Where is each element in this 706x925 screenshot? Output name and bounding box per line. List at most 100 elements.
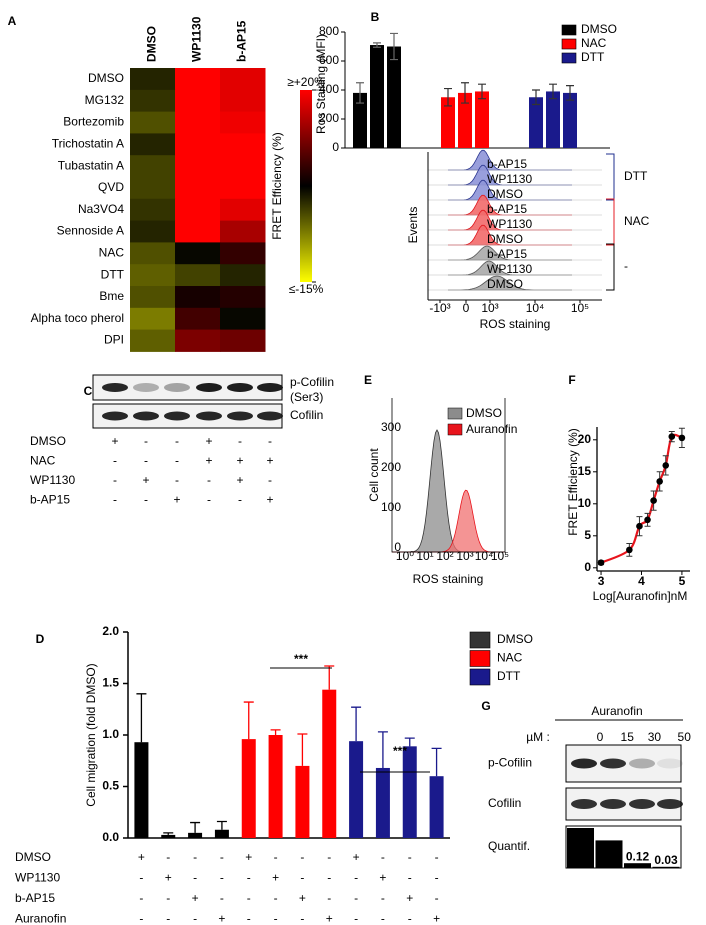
x-tick-label: 10³ [456, 549, 473, 563]
blot-band [657, 758, 683, 769]
heatmap-cell [220, 89, 266, 113]
bar [161, 834, 176, 838]
bar [241, 739, 256, 838]
sample-label: WP1130 [487, 217, 532, 231]
y-tick-label: 0 [584, 560, 591, 574]
treatment-sign: - [354, 871, 358, 885]
error-bar [136, 693, 147, 743]
y-tick-label: 800 [319, 24, 339, 38]
bar [441, 97, 455, 148]
bar [429, 776, 444, 838]
heatmap-cell [220, 220, 266, 243]
treatment-sign: - [139, 871, 143, 885]
y-tick-label: 200 [319, 111, 339, 125]
colorbar-tick-label: ≤-15% [289, 282, 324, 296]
heatmap-cell [220, 177, 266, 200]
y-tick-label: 0 [394, 540, 401, 554]
condition-sign: + [266, 493, 273, 507]
panel-label: B [371, 10, 380, 24]
treatment-sign: - [193, 871, 197, 885]
blot-band [196, 411, 222, 421]
y-tick-label: 5 [584, 528, 591, 542]
heatmap-cell [175, 133, 221, 156]
blot-band [629, 758, 655, 769]
condition-sign: + [111, 434, 118, 448]
treatment-label: Auranofin [15, 912, 66, 925]
treatment-sign: - [381, 891, 385, 905]
heatmap-cell [175, 242, 221, 265]
y-axis-label: FRET Efficiency (%) [566, 428, 580, 536]
treatment-sign: - [193, 850, 197, 864]
quantification-label: Quantif. [488, 839, 530, 853]
legend-label: NAC [497, 651, 523, 665]
heatmap-cell [130, 198, 176, 222]
treatment-sign: + [299, 891, 306, 905]
heatmap-cell [175, 307, 221, 331]
heatmap-cell [220, 242, 266, 265]
row-label: Na3VO4 [78, 202, 124, 216]
treatment-sign: - [193, 912, 197, 925]
bar [529, 97, 543, 148]
value-label: 0.12 [626, 849, 650, 863]
treatment-sign: - [166, 850, 170, 864]
treatment-sign: + [192, 891, 199, 905]
y-axis-label: Cell count [367, 448, 381, 502]
y-tick-label: 100 [381, 500, 401, 514]
legend-label: DTT [497, 669, 521, 683]
treatment-sign: + [272, 871, 279, 885]
treatment-sign: - [408, 850, 412, 864]
error-bar [243, 701, 254, 740]
heatmap-cell [130, 307, 176, 331]
blot-band [133, 411, 159, 421]
legend-label: Auranofin [466, 422, 517, 436]
x-axis-label: ROS staining [480, 317, 551, 331]
heatmap-cell [220, 307, 266, 331]
error-bar [270, 729, 281, 735]
group-bracket [606, 153, 615, 201]
condition-sign: + [205, 454, 212, 468]
row-label: Tubastatin A [58, 158, 124, 172]
bar [546, 91, 560, 148]
legend-swatch [447, 423, 463, 436]
row-label: MG132 [85, 93, 125, 107]
bar [402, 746, 417, 838]
treatment-sign: + [379, 871, 386, 885]
condition-label: DMSO [30, 434, 66, 448]
y-tick-label: 20 [578, 432, 592, 446]
sample-label: DMSO [487, 187, 523, 201]
condition-sign: - [175, 434, 179, 448]
heatmap-cell [130, 68, 176, 91]
blot-band [600, 799, 626, 809]
y-tick-label: 200 [381, 460, 401, 474]
band-label: Cofilin [488, 796, 521, 810]
bar [387, 46, 401, 148]
group-label: DTT [624, 169, 648, 183]
bar [322, 689, 337, 838]
error-bar [390, 32, 398, 61]
x-tick-label: 5 [679, 574, 686, 588]
axes-frame [391, 398, 506, 553]
bar [652, 866, 680, 868]
value-label: 0.03 [654, 853, 678, 867]
error-bar [216, 820, 227, 830]
data-point [597, 559, 605, 566]
row-label: QVD [98, 180, 124, 194]
bar [188, 832, 203, 838]
legend-label: DMSO [581, 22, 617, 36]
band-label: (Ser3) [290, 390, 323, 404]
panel-label: A [8, 14, 17, 28]
condition-sign: - [144, 434, 148, 448]
bar [295, 765, 310, 838]
treatment-sign: - [327, 891, 331, 905]
legend-swatch [447, 407, 463, 420]
blot-band [571, 758, 597, 769]
bar [349, 741, 364, 838]
y-tick-label: 1.5 [102, 676, 119, 690]
dose-label: 0 [597, 730, 604, 744]
condition-sign: - [113, 473, 117, 487]
heatmap-cell [130, 89, 176, 113]
sample-label: DMSO [487, 277, 523, 291]
value-label: 0.69 [597, 846, 621, 860]
blot-title: Auranofin [591, 704, 642, 718]
